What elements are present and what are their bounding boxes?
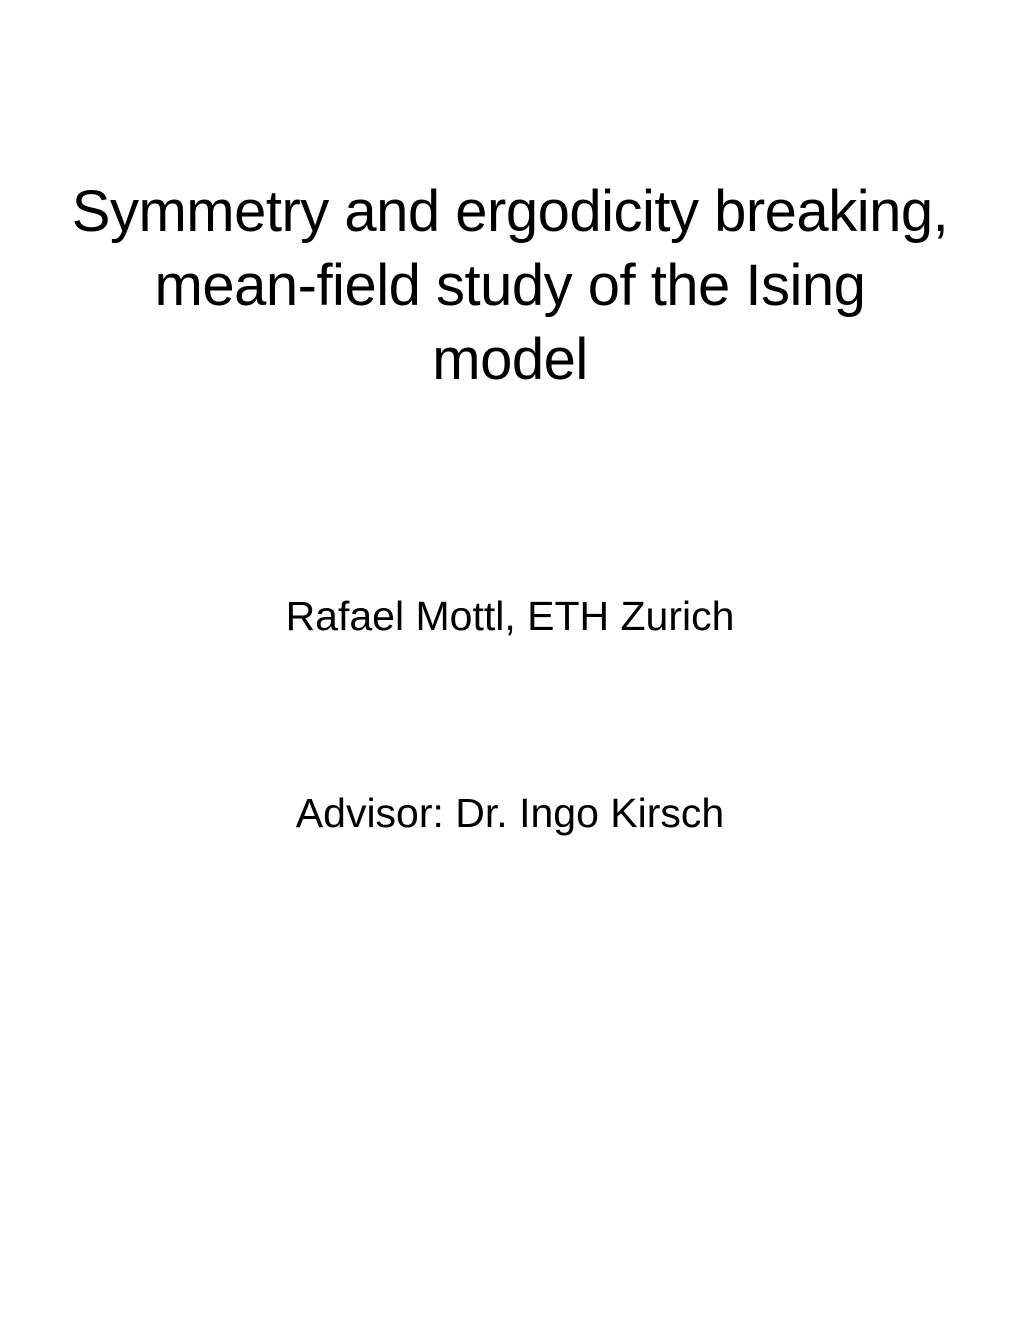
- author-line: Rafael Mottl, ETH Zurich: [286, 593, 735, 640]
- slide-title: Symmetry and ergodicity breaking, mean-f…: [70, 175, 950, 398]
- advisor-line: Advisor: Dr. Ingo Kirsch: [296, 790, 724, 837]
